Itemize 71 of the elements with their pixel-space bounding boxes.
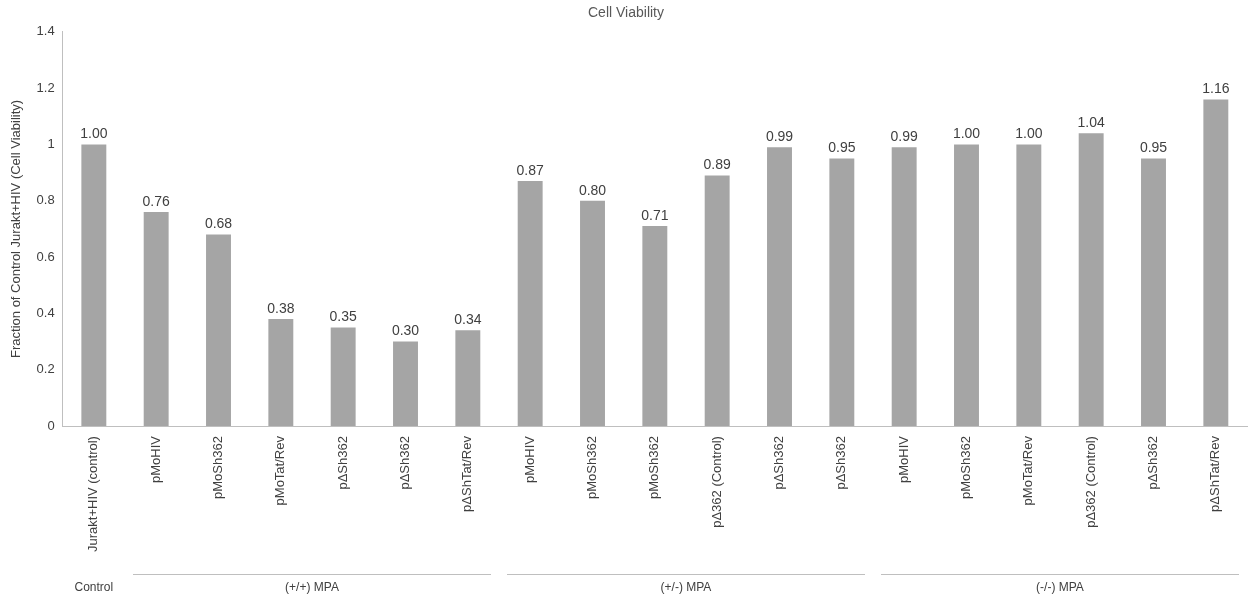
y-tick-label: 0.6 (36, 248, 55, 264)
bar (1203, 99, 1229, 427)
y-tick-label: 1.4 (36, 23, 55, 39)
data-label: 1.00 (952, 125, 981, 142)
data-label: 0.99 (890, 128, 919, 145)
chart-title: Cell Viability (588, 4, 664, 21)
x-tick-label: pMoSh362 (584, 436, 600, 499)
bar (1078, 133, 1104, 427)
x-tick-label: pΔ362 (Control) (1082, 436, 1098, 528)
x-tick-label: pΔSh362 (334, 436, 350, 490)
text: (+/+) MPA (284, 580, 340, 594)
text: (-/-) MPA (1035, 580, 1085, 594)
x-tick-label: pΔShTat/Rev (459, 435, 475, 512)
y-tick-label: 0.4 (36, 304, 55, 320)
bar (829, 158, 855, 427)
x-tick-label: pΔSh362 (771, 436, 787, 490)
data-label: 0.71 (641, 206, 669, 223)
x-tick-label: pΔShTat/Rev (1207, 435, 1223, 512)
data-label: 0.87 (516, 161, 545, 178)
bar (393, 341, 418, 427)
bar (704, 175, 730, 427)
data-label: 0.38 (267, 299, 295, 316)
data-label: 0.34 (454, 311, 482, 328)
bar (143, 212, 169, 427)
bar (206, 234, 231, 427)
text: Control (73, 580, 115, 594)
x-tick-label: pMoSh362 (958, 436, 974, 499)
bar (517, 181, 543, 427)
x-tick-label: pMoHIV (895, 435, 911, 484)
x-tick-label: pΔSh362 (833, 436, 849, 490)
x-tick-label: pMoHIV (147, 435, 163, 484)
y-tick-label: 1.2 (36, 79, 55, 95)
x-tick-label: pΔ362 (Control) (708, 436, 724, 528)
y-tick-label: 0 (47, 417, 55, 433)
y-axis-title: Fraction of Control Jurakt+HIV (Cell Viability) (8, 99, 24, 358)
y-tick-label: 1 (47, 136, 55, 152)
bar (455, 330, 481, 427)
x-tick-label: Jurakt+HIV (control) (85, 436, 101, 552)
x-tick-label: pΔSh362 (1145, 436, 1161, 490)
y-tick-label: 0.8 (36, 192, 55, 208)
x-tick-label: pMoSh362 (646, 436, 662, 499)
x-tick-label: pMoTat/Rev (272, 435, 288, 506)
bar (580, 200, 605, 427)
data-label: 1.04 (1077, 114, 1105, 131)
bar (81, 144, 107, 427)
bar (1016, 144, 1042, 427)
bar (642, 226, 668, 427)
bar (954, 144, 979, 427)
bar (1141, 158, 1166, 427)
bar (268, 319, 294, 427)
y-tick-label: 0.2 (36, 361, 55, 377)
data-label: 0.95 (1139, 139, 1168, 156)
data-label: 0.89 (703, 156, 732, 173)
bar (330, 327, 356, 427)
bar (767, 147, 792, 427)
data-label: 0.68 (204, 215, 233, 232)
data-label: 0.80 (578, 181, 607, 198)
data-label: 1.16 (1202, 80, 1230, 97)
x-tick-label: pMoHIV (521, 435, 537, 484)
data-label: 0.95 (828, 139, 856, 156)
bar (891, 147, 917, 427)
data-label: 0.76 (142, 192, 171, 209)
x-tick-label: pMoTat/Rev (1020, 435, 1036, 506)
data-label: 0.35 (329, 308, 358, 325)
x-tick-label: pMoSh362 (210, 436, 226, 499)
data-label: 0.99 (765, 128, 794, 145)
x-tick-label: pΔSh362 (397, 436, 413, 490)
text: (+/-) MPA (659, 580, 713, 594)
data-label: 1.00 (80, 125, 108, 142)
data-label: 0.30 (391, 322, 420, 339)
data-label: 1.00 (1015, 125, 1043, 142)
